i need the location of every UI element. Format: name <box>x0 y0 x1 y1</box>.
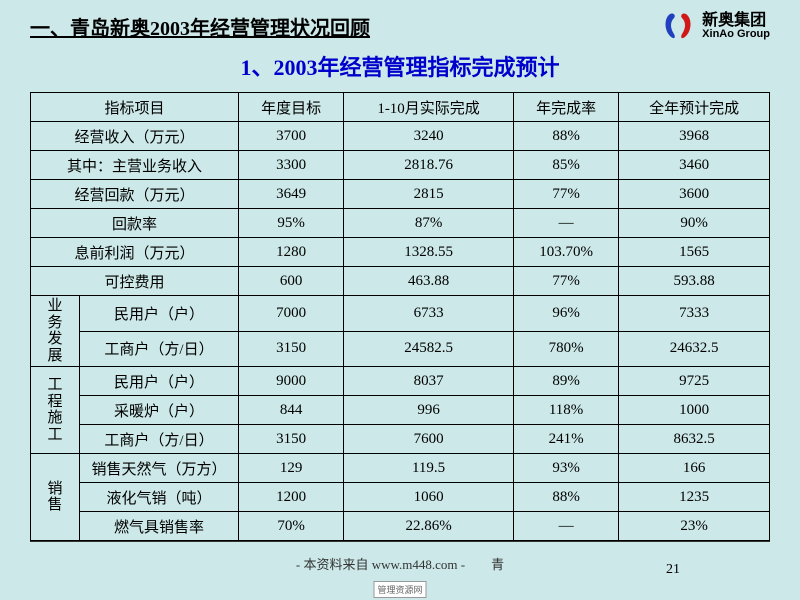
item-cell: 燃气具销售率 <box>80 512 239 541</box>
data-cell: 96% <box>514 296 619 332</box>
data-cell: 77% <box>514 267 619 296</box>
item-cell: 工商户（方/日） <box>80 331 239 367</box>
data-cell: 3150 <box>239 425 344 454</box>
data-cell: — <box>514 512 619 541</box>
data-cell: 1060 <box>344 483 514 512</box>
col-header: 年度目标 <box>239 93 344 122</box>
data-cell: 241% <box>514 425 619 454</box>
col-header: 指标项目 <box>31 93 239 122</box>
data-cell: 600 <box>239 267 344 296</box>
data-cell: 7600 <box>344 425 514 454</box>
subtitle: 1、2003年经营管理指标完成预计 <box>0 50 800 82</box>
data-cell: 844 <box>239 396 344 425</box>
data-cell: 3700 <box>239 122 344 151</box>
item-cell: 工商户（方/日） <box>80 425 239 454</box>
data-cell: 2818.76 <box>344 151 514 180</box>
data-cell: 166 <box>619 454 770 483</box>
item-cell: 其中：主营业务收入 <box>31 151 239 180</box>
category-cell: 工程施工 <box>31 367 80 454</box>
data-cell: 1235 <box>619 483 770 512</box>
data-cell: 9725 <box>619 367 770 396</box>
item-cell: 可控费用 <box>31 267 239 296</box>
data-cell: 3150 <box>239 331 344 367</box>
data-cell: 70% <box>239 512 344 541</box>
data-cell: 90% <box>619 209 770 238</box>
data-cell: 23% <box>619 512 770 541</box>
data-cell: 3300 <box>239 151 344 180</box>
data-cell: 1000 <box>619 396 770 425</box>
data-cell: — <box>514 209 619 238</box>
category-cell: 销售 <box>31 454 80 541</box>
data-cell: 8632.5 <box>619 425 770 454</box>
data-cell: 24582.5 <box>344 331 514 367</box>
data-cell: 3600 <box>619 180 770 209</box>
data-cell: 1565 <box>619 238 770 267</box>
item-cell: 经营回款（万元） <box>31 180 239 209</box>
data-cell: 7333 <box>619 296 770 332</box>
data-cell: 77% <box>514 180 619 209</box>
data-cell: 3968 <box>619 122 770 151</box>
data-cell: 87% <box>344 209 514 238</box>
data-table: 指标项目年度目标1-10月实际完成年完成率全年预计完成经营收入（万元）37003… <box>30 92 770 541</box>
data-cell: 2815 <box>344 180 514 209</box>
logo: 新奥集团 XinAo Group <box>660 10 770 42</box>
data-cell: 780% <box>514 331 619 367</box>
data-cell: 88% <box>514 483 619 512</box>
data-cell: 85% <box>514 151 619 180</box>
footer-divider <box>30 541 770 542</box>
item-cell: 民用户（户） <box>80 367 239 396</box>
item-cell: 民用户（户） <box>80 296 239 332</box>
logo-en: XinAo Group <box>702 29 770 40</box>
main-title: 一、青岛新奥2003年经营管理状况回顾 <box>30 12 370 41</box>
logo-icon <box>660 10 696 42</box>
data-cell: 88% <box>514 122 619 151</box>
item-cell: 液化气销（吨） <box>80 483 239 512</box>
data-cell: 1328.55 <box>344 238 514 267</box>
data-cell: 9000 <box>239 367 344 396</box>
data-cell: 93% <box>514 454 619 483</box>
col-header: 1-10月实际完成 <box>344 93 514 122</box>
data-cell: 129 <box>239 454 344 483</box>
data-cell: 6733 <box>344 296 514 332</box>
data-cell: 3460 <box>619 151 770 180</box>
data-cell: 8037 <box>344 367 514 396</box>
item-cell: 回款率 <box>31 209 239 238</box>
item-cell: 采暖炉（户） <box>80 396 239 425</box>
footer-badge: 管理资源网 <box>373 581 426 598</box>
data-cell: 24632.5 <box>619 331 770 367</box>
data-cell: 118% <box>514 396 619 425</box>
data-cell: 593.88 <box>619 267 770 296</box>
data-cell: 1200 <box>239 483 344 512</box>
col-header: 全年预计完成 <box>619 93 770 122</box>
data-cell: 3649 <box>239 180 344 209</box>
data-cell: 1280 <box>239 238 344 267</box>
data-cell: 996 <box>344 396 514 425</box>
item-cell: 息前利润（万元） <box>31 238 239 267</box>
data-cell: 103.70% <box>514 238 619 267</box>
item-cell: 销售天然气（万方） <box>80 454 239 483</box>
logo-cn: 新奥集团 <box>702 13 770 29</box>
data-cell: 22.86% <box>344 512 514 541</box>
category-cell: 业务发展 <box>31 296 80 367</box>
data-cell: 95% <box>239 209 344 238</box>
item-cell: 经营收入（万元） <box>31 122 239 151</box>
col-header: 年完成率 <box>514 93 619 122</box>
data-cell: 89% <box>514 367 619 396</box>
data-cell: 463.88 <box>344 267 514 296</box>
data-cell: 3240 <box>344 122 514 151</box>
data-cell: 119.5 <box>344 454 514 483</box>
data-cell: 7000 <box>239 296 344 332</box>
